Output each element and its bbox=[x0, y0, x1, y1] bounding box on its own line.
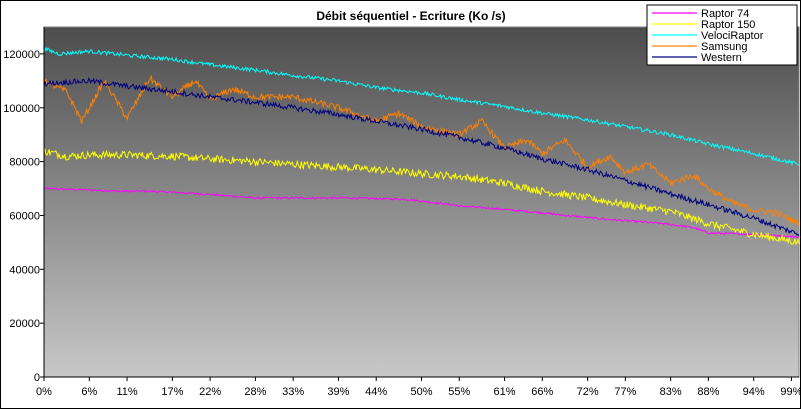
x-tick-label: 94% bbox=[743, 386, 765, 398]
y-axis-ticks: 0 20000 40000 60000 80000 100000 120000 bbox=[3, 49, 44, 384]
series-line-raptor-150 bbox=[43, 147, 800, 246]
y-tick-label: 40000 bbox=[9, 264, 40, 276]
y-tick-label: 60000 bbox=[9, 210, 40, 222]
x-tick-label: 33% bbox=[282, 386, 304, 398]
y-tick-label: 0 bbox=[34, 372, 40, 384]
x-tick-label: 17% bbox=[161, 386, 183, 398]
x-tick-label: 61% bbox=[494, 386, 516, 398]
series-line-western bbox=[43, 76, 800, 237]
x-tick-label: 83% bbox=[660, 386, 682, 398]
x-tick-label: 50% bbox=[410, 386, 432, 398]
x-tick-label: 39% bbox=[327, 386, 349, 398]
chart-title: Débit séquentiel - Ecriture (Ko /s) bbox=[316, 9, 505, 23]
x-tick-label: 22% bbox=[199, 386, 221, 398]
series-line-velociraptor bbox=[43, 46, 800, 166]
x-tick-label: 88% bbox=[697, 386, 719, 398]
y-tick-label: 120000 bbox=[3, 49, 40, 61]
series-layer bbox=[43, 46, 800, 246]
x-tick-label: 72% bbox=[577, 386, 599, 398]
x-tick-label: 44% bbox=[365, 386, 387, 398]
y-tick-label: 20000 bbox=[9, 318, 40, 330]
x-tick-label: 28% bbox=[244, 386, 266, 398]
x-tick-label: 99% bbox=[780, 386, 800, 398]
x-axis-ticks: 0% 6% 11% 17% 22% 28% 33% 39% 44% 50% 55% 61% 66% 72%… bbox=[36, 377, 800, 398]
x-tick-label: 66% bbox=[531, 386, 553, 398]
legend-label: VelociRaptor bbox=[701, 30, 764, 42]
legend-label: Samsung bbox=[701, 41, 747, 53]
x-tick-label: 77% bbox=[614, 386, 636, 398]
y-tick-label: 100000 bbox=[3, 103, 40, 115]
legend-label: Western bbox=[701, 52, 742, 64]
x-tick-label: 0% bbox=[36, 386, 52, 398]
x-tick-label: 6% bbox=[81, 386, 97, 398]
y-tick-label: 80000 bbox=[9, 157, 40, 169]
x-tick-label: 11% bbox=[116, 386, 137, 398]
legend-label: Raptor 74 bbox=[701, 8, 749, 20]
series-line-raptor-74 bbox=[43, 187, 800, 239]
legend-label: Raptor 150 bbox=[701, 19, 755, 31]
x-tick-label: 55% bbox=[448, 386, 470, 398]
